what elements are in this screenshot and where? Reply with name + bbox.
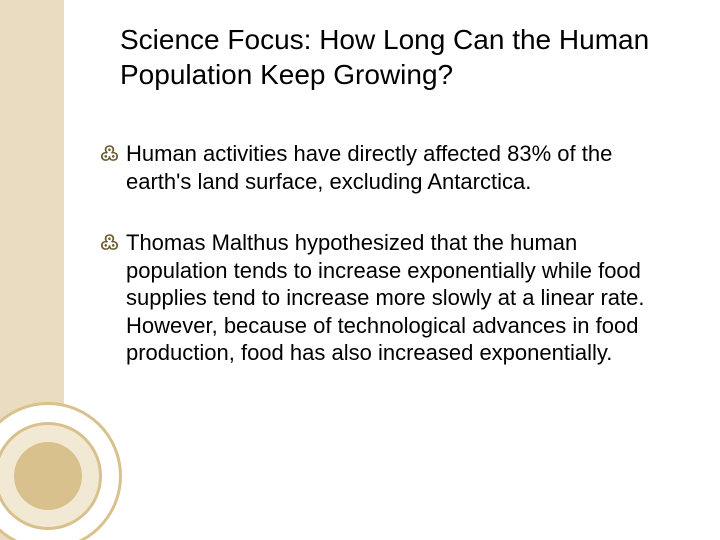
decor-circle-inner <box>14 442 82 510</box>
bullet-item: ߷ Human activities have directly affecte… <box>100 140 660 195</box>
slide: Science Focus: How Long Can the Human Po… <box>0 0 720 540</box>
slide-body: ߷ Human activities have directly affecte… <box>100 140 660 401</box>
bullet-item: ߷ Thomas Malthus hypothesized that the h… <box>100 229 660 367</box>
bullet-text: Thomas Malthus hypothesized that the hum… <box>126 230 644 365</box>
bullet-text: Human activities have directly affected … <box>126 141 612 194</box>
slide-title: Science Focus: How Long Can the Human Po… <box>120 22 680 92</box>
bullet-marker-icon: ߷ <box>100 142 119 167</box>
bullet-marker-icon: ߷ <box>100 231 119 256</box>
